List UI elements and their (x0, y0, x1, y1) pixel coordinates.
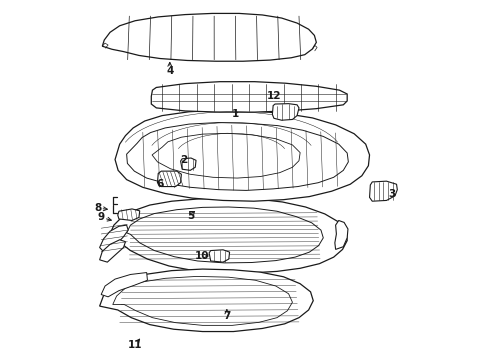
Polygon shape (369, 181, 397, 201)
Text: 9: 9 (98, 212, 105, 222)
Polygon shape (272, 104, 299, 120)
Polygon shape (102, 13, 317, 61)
Text: 4: 4 (166, 66, 173, 76)
Polygon shape (181, 158, 196, 170)
Polygon shape (209, 250, 230, 262)
Polygon shape (157, 171, 181, 186)
Text: 2: 2 (180, 154, 187, 165)
Polygon shape (126, 207, 323, 263)
Text: 7: 7 (223, 311, 231, 321)
Polygon shape (151, 82, 347, 112)
Text: 8: 8 (94, 203, 101, 213)
Text: 6: 6 (156, 179, 164, 189)
Polygon shape (99, 240, 125, 262)
Polygon shape (99, 269, 313, 332)
Polygon shape (113, 276, 293, 325)
Polygon shape (99, 225, 128, 253)
Text: 1: 1 (232, 109, 239, 120)
Polygon shape (115, 110, 369, 201)
Text: 5: 5 (187, 211, 195, 221)
Polygon shape (152, 133, 300, 178)
Polygon shape (110, 198, 347, 273)
Text: 10: 10 (195, 251, 209, 261)
Polygon shape (126, 122, 348, 190)
Text: 12: 12 (267, 91, 281, 101)
Polygon shape (335, 220, 348, 249)
Polygon shape (101, 273, 147, 297)
Text: 3: 3 (388, 189, 395, 199)
Text: 11: 11 (128, 339, 143, 350)
Polygon shape (118, 209, 140, 220)
